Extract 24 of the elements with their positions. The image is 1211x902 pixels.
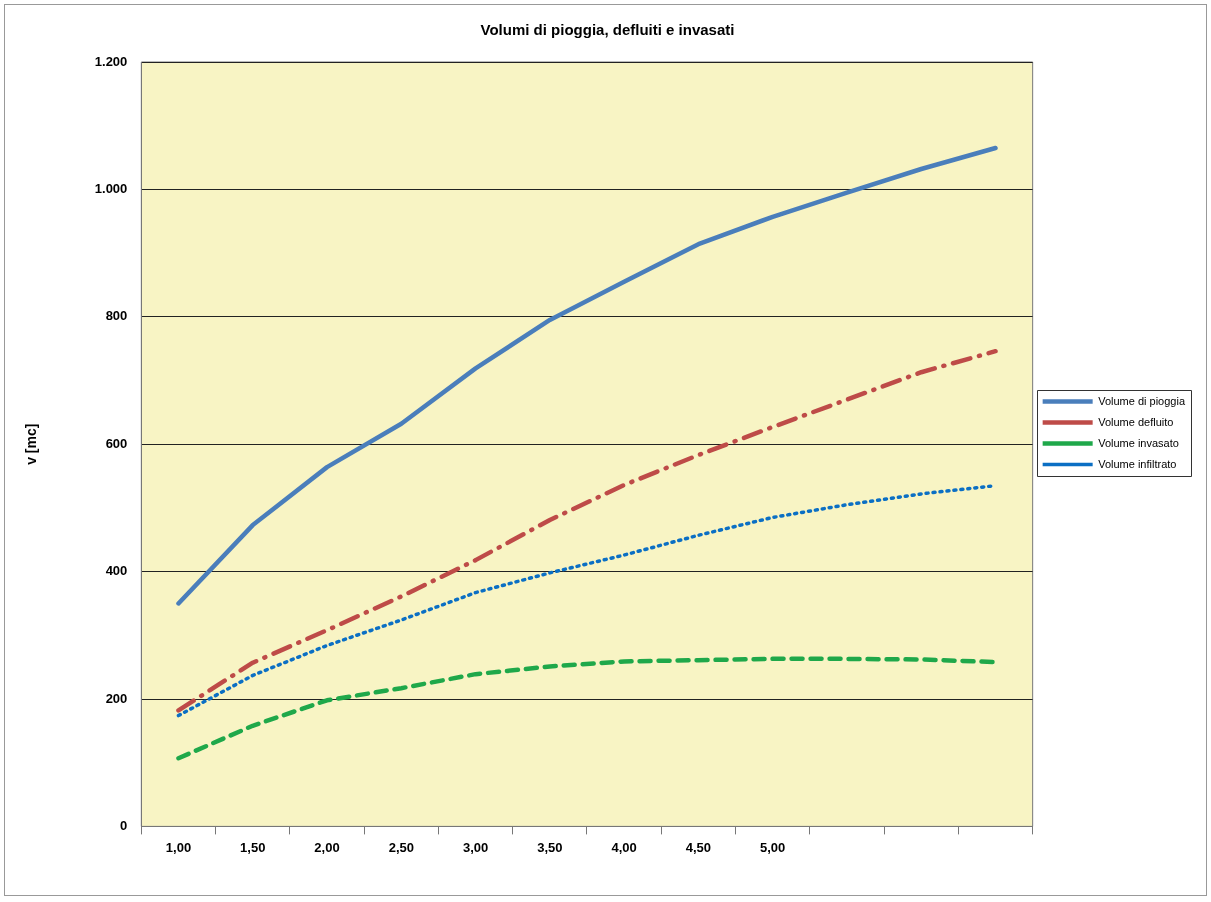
legend-label: Volume di pioggia xyxy=(1098,394,1186,407)
x-tick-label: 1,50 xyxy=(240,839,266,855)
line-series xyxy=(176,348,998,713)
y-tick-label: 400 xyxy=(105,563,128,579)
x-tick-label: 2,00 xyxy=(314,839,340,855)
x-tick-label: 1,00 xyxy=(165,839,192,855)
y-tick-label: 1.000 xyxy=(94,180,128,196)
y-tick-label: 1.200 xyxy=(94,53,128,69)
y-tick-label: 600 xyxy=(105,435,128,451)
x-tick-label: 3,50 xyxy=(537,839,563,855)
chart-title: Volumi di pioggia, defluiti e invasati xyxy=(480,21,735,39)
line-series xyxy=(176,656,998,761)
legend-label: Volume defluito xyxy=(1098,415,1174,428)
x-tick-label: 2,50 xyxy=(388,839,414,855)
y-tick-label: 0 xyxy=(120,817,128,833)
y-tick-label: 800 xyxy=(105,308,128,324)
x-tick-label: 4,00 xyxy=(611,839,637,855)
legend-label: Volume invasato xyxy=(1098,436,1179,449)
legend-label: Volume infiltrato xyxy=(1098,457,1177,470)
x-tick-label: 4,50 xyxy=(685,839,712,855)
x-tick-label: 5,00 xyxy=(760,839,786,855)
y-axis-title: v [mc] xyxy=(23,423,40,465)
y-tick-label: 200 xyxy=(105,690,128,706)
x-tick-label: 3,00 xyxy=(462,839,489,855)
